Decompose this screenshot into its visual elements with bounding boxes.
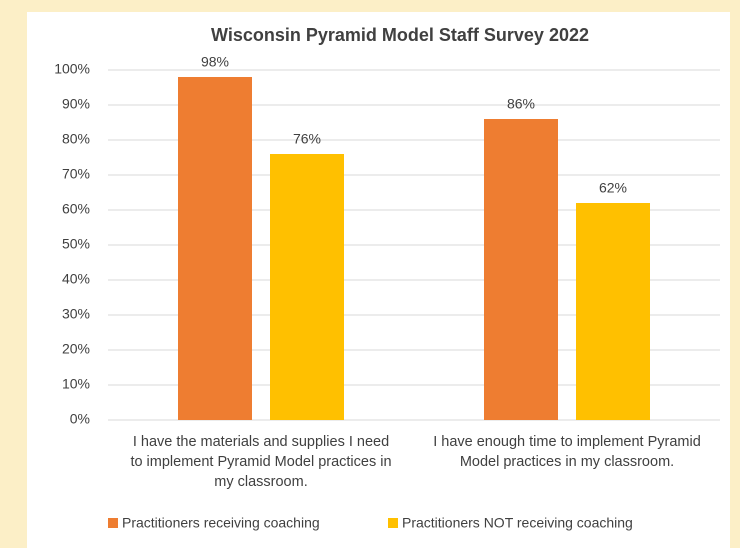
y-tick-label: 0% [70, 411, 90, 427]
bar [270, 154, 344, 420]
bar [576, 203, 650, 420]
x-tick-label: I have enough time to implement Pyramid … [433, 434, 701, 470]
y-tick-label: 70% [62, 166, 90, 182]
y-tick-label: 50% [62, 236, 90, 252]
bar [484, 119, 558, 420]
data-label: 98% [201, 54, 229, 70]
y-tick-label: 10% [62, 376, 90, 392]
data-label: 76% [293, 131, 321, 147]
legend-swatch [388, 518, 398, 528]
y-tick-label: 60% [62, 201, 90, 217]
legend-label: Practitioners NOT receiving coaching [402, 515, 633, 531]
y-tick-label: 80% [62, 131, 90, 147]
y-tick-label: 40% [62, 271, 90, 287]
x-tick-label: I have the materials and supplies I need… [130, 434, 392, 490]
y-tick-label: 30% [62, 306, 90, 322]
chart-title: Wisconsin Pyramid Model Staff Survey 202… [211, 25, 589, 45]
y-tick-label: 100% [54, 61, 90, 77]
data-label: 86% [507, 96, 535, 112]
legend-swatch [108, 518, 118, 528]
y-tick-label: 20% [62, 341, 90, 357]
bar [178, 77, 252, 420]
y-tick-label: 90% [62, 96, 90, 112]
data-label: 62% [599, 180, 627, 196]
legend-label: Practitioners receiving coaching [122, 515, 320, 531]
